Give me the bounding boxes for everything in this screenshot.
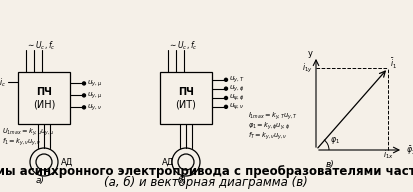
Text: y: y bbox=[308, 50, 313, 59]
Text: $u_{\psi,\nu}$: $u_{\psi,\nu}$ bbox=[229, 102, 244, 112]
Text: (а, б) и векторная диаграмма (в): (а, б) и векторная диаграмма (в) bbox=[104, 175, 308, 189]
Circle shape bbox=[30, 148, 58, 176]
Text: $u_{y,T}$: $u_{y,T}$ bbox=[229, 74, 244, 85]
Text: $I_{1max}=k_{y,T}u_{y,T}$: $I_{1max}=k_{y,T}u_{y,T}$ bbox=[248, 110, 298, 122]
Text: АД: АД bbox=[162, 157, 174, 166]
Circle shape bbox=[225, 87, 228, 90]
Text: а): а) bbox=[36, 175, 45, 185]
FancyBboxPatch shape bbox=[160, 72, 212, 124]
Text: $u_{\psi,\phi}$: $u_{\psi,\phi}$ bbox=[229, 93, 244, 103]
Text: $\sim U_c, f_c$: $\sim U_c, f_c$ bbox=[168, 40, 197, 52]
Text: АД: АД bbox=[61, 157, 73, 166]
Circle shape bbox=[172, 148, 200, 176]
Text: ПЧ: ПЧ bbox=[178, 87, 194, 97]
Text: (ИН): (ИН) bbox=[33, 99, 55, 109]
Text: $u_{y,\mu}$: $u_{y,\mu}$ bbox=[87, 78, 102, 89]
Text: Схемы асинхронного электропривода с преобразователями частоты: Схемы асинхронного электропривода с прео… bbox=[0, 166, 413, 179]
Text: $\bar{i}_1$: $\bar{i}_1$ bbox=[390, 57, 397, 71]
Circle shape bbox=[36, 154, 52, 170]
Circle shape bbox=[178, 154, 194, 170]
Text: (ИТ): (ИТ) bbox=[176, 99, 197, 109]
Circle shape bbox=[83, 106, 85, 109]
Text: $i_c$: $i_c$ bbox=[0, 76, 6, 89]
Text: $\varphi_1=k_{y,\phi}u_{y,\phi}$: $\varphi_1=k_{y,\phi}u_{y,\phi}$ bbox=[248, 120, 290, 132]
Circle shape bbox=[83, 82, 85, 85]
Circle shape bbox=[225, 97, 228, 99]
Text: в): в) bbox=[326, 160, 335, 169]
Circle shape bbox=[83, 94, 85, 97]
Text: $u_{y,\phi}$: $u_{y,\phi}$ bbox=[229, 83, 244, 94]
Circle shape bbox=[225, 105, 228, 108]
Text: $\varphi_1$: $\varphi_1$ bbox=[330, 135, 340, 146]
Text: $\bar{\varphi}_\Sigma$: $\bar{\varphi}_\Sigma$ bbox=[406, 145, 413, 157]
Circle shape bbox=[225, 78, 228, 81]
Text: $f_T=k_{y,\nu}u_{y,\nu}$: $f_T=k_{y,\nu}u_{y,\nu}$ bbox=[248, 130, 287, 142]
Text: $u_{y,\mu}$: $u_{y,\mu}$ bbox=[87, 90, 102, 101]
Text: б): б) bbox=[178, 175, 187, 185]
Text: $f_1=k_{y,\nu}u_{y,\nu}$: $f_1=k_{y,\nu}u_{y,\nu}$ bbox=[2, 136, 41, 148]
Text: $\sim U_c, f_c$: $\sim U_c, f_c$ bbox=[26, 40, 56, 52]
Text: $U_{1max}=k_{y,\mu}u_{y,\mu}$: $U_{1max}=k_{y,\mu}u_{y,\mu}$ bbox=[2, 126, 55, 138]
Text: ПЧ: ПЧ bbox=[36, 87, 52, 97]
Text: $i_{1y}$: $i_{1y}$ bbox=[302, 61, 313, 74]
Text: $u_{y,\nu}$: $u_{y,\nu}$ bbox=[87, 102, 102, 113]
FancyBboxPatch shape bbox=[18, 72, 70, 124]
Text: $i_{1x}$: $i_{1x}$ bbox=[382, 149, 393, 161]
